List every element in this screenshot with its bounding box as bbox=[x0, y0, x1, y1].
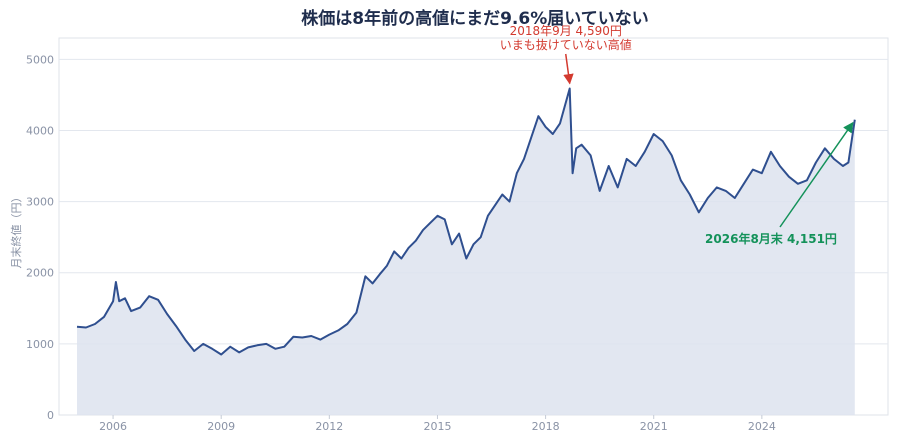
y-tick-label: 3000 bbox=[26, 196, 54, 209]
y-tick-label: 1000 bbox=[26, 338, 54, 351]
series-line bbox=[76, 87, 856, 356]
peak-annotation-arrow bbox=[563, 53, 574, 85]
peak-annotation-label: いまも抜けていない高値 bbox=[500, 37, 632, 52]
y-axis-label: 月末終値（円） bbox=[9, 192, 23, 269]
current-annotation-label: 2026年8月末 4,151円 bbox=[705, 231, 837, 246]
series-area bbox=[77, 88, 855, 415]
x-tick-label: 2009 bbox=[207, 420, 235, 433]
y-tick-label: 5000 bbox=[26, 53, 54, 66]
y-tick-label: 4000 bbox=[26, 124, 54, 137]
peak-annotation-label: 2018年9月 4,590円 bbox=[510, 24, 622, 38]
x-tick-label: 2021 bbox=[640, 420, 668, 433]
x-tick-label: 2012 bbox=[315, 420, 343, 433]
x-tick-label: 2015 bbox=[423, 420, 451, 433]
current-annotation-arrow bbox=[779, 121, 854, 228]
chart-title: 株価は8年前の高値にまだ9.6%届いていない bbox=[301, 8, 648, 29]
y-tick-label: 0 bbox=[47, 409, 54, 422]
y-tick-label: 2000 bbox=[26, 267, 54, 280]
x-tick-label: 2024 bbox=[748, 420, 776, 433]
x-tick-label: 2018 bbox=[532, 420, 560, 433]
plot-area: 0 1000 2000 3000 4000 5000 2006 2009 2012 2015 201… bbox=[26, 37, 889, 433]
x-tick-label: 2006 bbox=[99, 420, 127, 433]
